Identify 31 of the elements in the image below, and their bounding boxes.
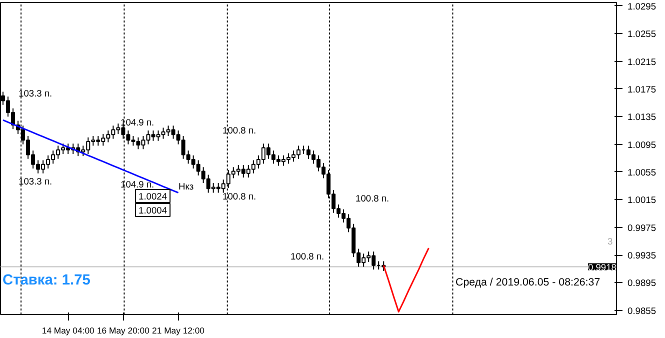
annotation: 100.8 п. — [222, 126, 256, 136]
annotation: 1.0004 — [138, 206, 168, 216]
y-tick-label: 1.0055 — [628, 167, 656, 178]
annotation: 103.3 п. — [18, 176, 52, 186]
annotation: Нкз — [178, 182, 194, 192]
y-tick-label: 0.9935 — [628, 250, 656, 261]
annotation: 104.9 п. — [120, 118, 154, 128]
x-tick-label: 16 May 20:00 — [96, 326, 150, 336]
y-tick-label: 1.0095 — [628, 140, 656, 150]
y-tick-label: 0.9895 — [628, 278, 656, 288]
y-tick-label: 1.0295 — [628, 1, 656, 12]
annotation: 100.8 п. — [356, 194, 390, 204]
y-tick-label: 0.9975 — [628, 222, 656, 233]
annotation: 3 — [608, 236, 613, 246]
line-series — [382, 247, 430, 312]
x-tick-label: 14 May 04:00 — [42, 326, 95, 336]
x-tick-label: 21 May 12:00 — [152, 326, 205, 336]
ref-line-label: 0.9918 — [588, 262, 616, 272]
y-tick-label: 1.0135 — [628, 112, 656, 122]
y-tick-label: 0.9855 — [628, 306, 656, 316]
annotation: 104.9 п. — [120, 180, 154, 190]
y-tick-label: 1.0175 — [628, 84, 656, 94]
y-tick-label: 1.0255 — [628, 29, 656, 40]
annotation: 100.8 п. — [290, 252, 324, 262]
annotation: Ставка: 1.75 — [2, 272, 90, 288]
y-tick-label: 1.0015 — [628, 195, 656, 206]
annotation: Среда / 2019.06.05 - 08:26:37 — [456, 276, 600, 288]
y-tick-label: 1.0215 — [628, 56, 656, 67]
annotation: 100.8 п. — [222, 192, 256, 202]
annotation: 103.3 п. — [18, 88, 52, 98]
annotation: 1.0024 — [138, 192, 168, 202]
